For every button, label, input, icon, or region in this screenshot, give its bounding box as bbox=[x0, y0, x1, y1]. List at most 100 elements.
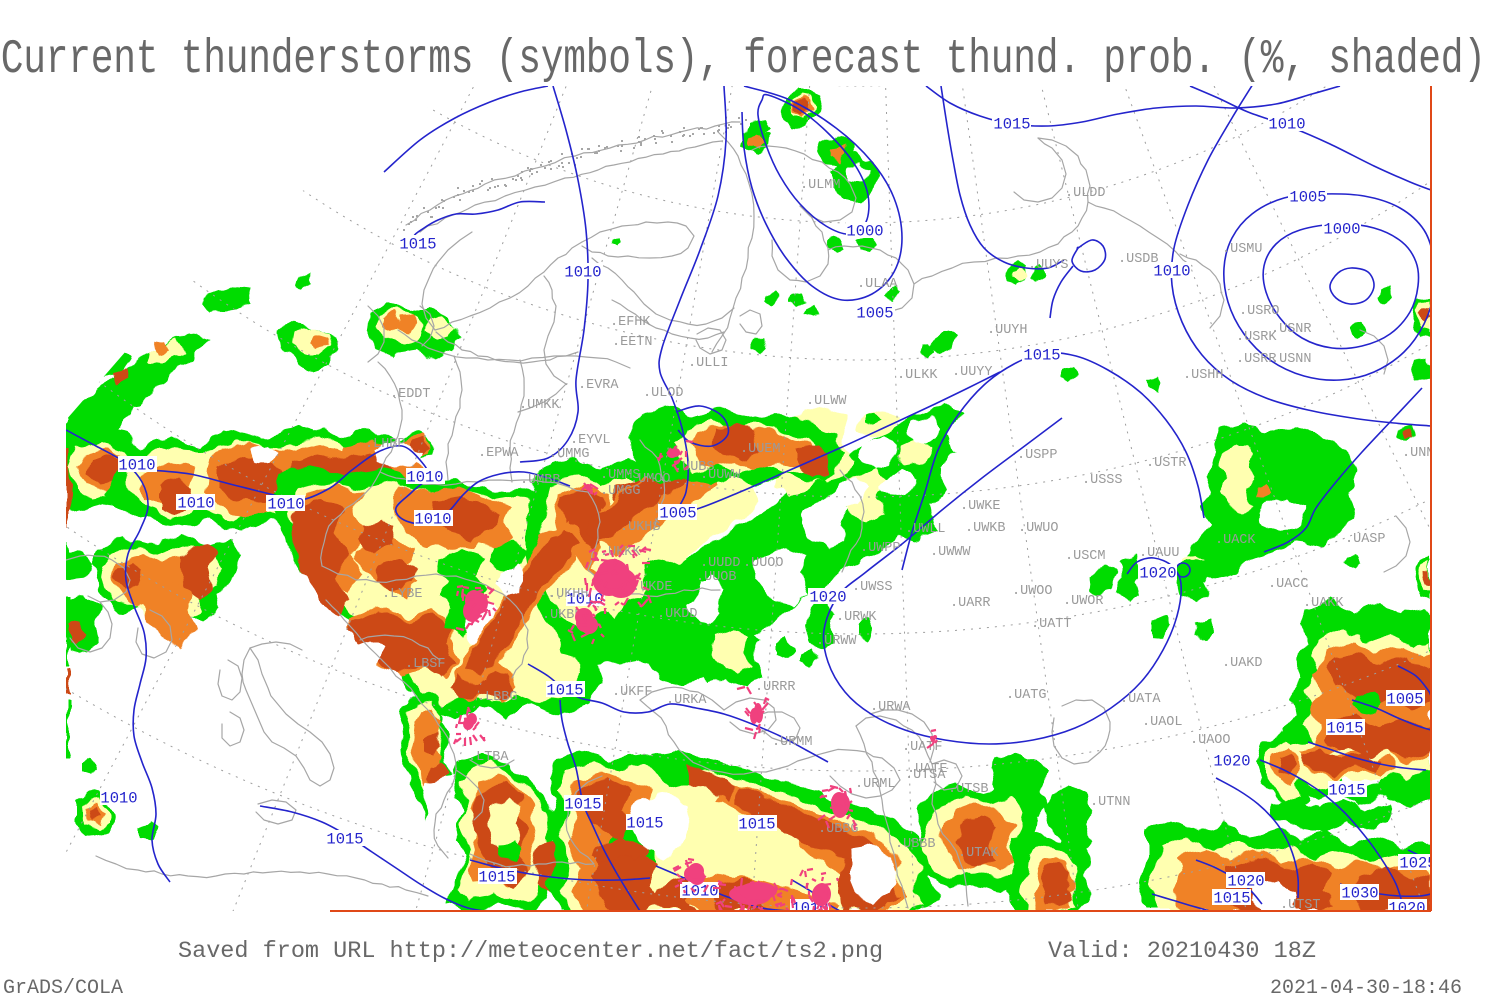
svg-text:.UATT: .UATT bbox=[1031, 617, 1072, 632]
svg-text:1005: 1005 bbox=[1386, 691, 1423, 709]
svg-text:.UKHH: .UKHH bbox=[548, 587, 589, 602]
svg-text:.UMGG: .UMGG bbox=[600, 484, 641, 499]
svg-text:.UAUU: .UAUU bbox=[1139, 546, 1180, 561]
svg-text:.UAOL: .UAOL bbox=[1142, 715, 1183, 730]
svg-text:Saved from URL http://meteocen: Saved from URL http://meteocenter.net/fa… bbox=[178, 938, 883, 965]
svg-text:.UATE: .UATE bbox=[907, 762, 948, 777]
svg-text:.UTAK: .UTAK bbox=[958, 846, 999, 861]
svg-text:1010: 1010 bbox=[100, 790, 137, 808]
svg-text:.ULLI: .ULLI bbox=[688, 356, 729, 371]
svg-text:.USCM: .USCM bbox=[1065, 549, 1106, 564]
svg-text:.EVRA: .EVRA bbox=[578, 378, 619, 393]
svg-text:1010: 1010 bbox=[791, 900, 828, 918]
svg-text:.UAKD: .UAKD bbox=[1222, 656, 1263, 671]
svg-text:.URRR: .URRR bbox=[755, 680, 796, 695]
svg-text:.USRR: .USRR bbox=[1236, 352, 1277, 367]
svg-text:.URMM: .URMM bbox=[772, 735, 813, 750]
svg-text:1015: 1015 bbox=[326, 831, 363, 849]
svg-text:.UASP: .UASP bbox=[1345, 532, 1386, 547]
svg-text:.UTSA: .UTSA bbox=[905, 768, 946, 783]
svg-text:.UMOO: .UMOO bbox=[630, 472, 671, 487]
svg-text:1015: 1015 bbox=[1023, 347, 1060, 365]
svg-text:.EDDT: .EDDT bbox=[390, 387, 431, 402]
svg-text:1010: 1010 bbox=[406, 469, 443, 487]
svg-text:.ULAA: .ULAA bbox=[857, 277, 898, 292]
svg-text:.USDB: .USDB bbox=[1118, 252, 1159, 267]
svg-text:.UWOO: .UWOO bbox=[1012, 584, 1053, 599]
svg-text:.EYVL: .EYVL bbox=[570, 433, 611, 448]
svg-text:.UWPP: .UWPP bbox=[860, 541, 901, 556]
svg-text:.LBSF: .LBSF bbox=[405, 657, 446, 672]
svg-text:.USPP: .USPP bbox=[1017, 448, 1058, 463]
svg-text:.UUYS: .UUYS bbox=[1028, 258, 1069, 273]
svg-text:1000: 1000 bbox=[846, 223, 883, 241]
svg-text:.ULMM: .ULMM bbox=[800, 178, 841, 193]
svg-text:.UUOO: .UUOO bbox=[743, 556, 784, 571]
svg-text:1030: 1030 bbox=[1341, 885, 1378, 903]
svg-text:.UNNT: .UNNT bbox=[1402, 446, 1443, 461]
svg-text:.UMMS: .UMMS bbox=[600, 468, 641, 483]
svg-text:1010: 1010 bbox=[1268, 116, 1305, 134]
svg-text:1010: 1010 bbox=[267, 496, 304, 514]
svg-text:.UATG: .UATG bbox=[1006, 688, 1047, 703]
svg-text:.UMKK: .UMKK bbox=[519, 398, 560, 413]
svg-text:.EPWA: .EPWA bbox=[478, 446, 519, 461]
svg-text:GrADS/COLA: GrADS/COLA bbox=[3, 977, 123, 1000]
svg-text:.UTSB: .UTSB bbox=[948, 782, 989, 797]
svg-text:.UAOO: .UAOO bbox=[1190, 733, 1231, 748]
svg-text:.USHH: .USHH bbox=[1183, 368, 1224, 383]
svg-text:.UKBB: .UKBB bbox=[542, 608, 583, 623]
svg-text:.UARR: .UARR bbox=[950, 596, 991, 611]
svg-text:1020: 1020 bbox=[1139, 565, 1176, 583]
svg-text:.UBBG: .UBBG bbox=[818, 822, 859, 837]
svg-text:1010: 1010 bbox=[414, 511, 451, 529]
svg-text:.ULOD: .ULOD bbox=[643, 386, 684, 401]
svg-text:1025: 1025 bbox=[1399, 855, 1436, 873]
svg-text:.UWSS: .UWSS bbox=[852, 580, 893, 595]
svg-text:.UUOB: .UUOB bbox=[696, 570, 737, 585]
svg-text:.URKA: .URKA bbox=[666, 693, 707, 708]
svg-text:.UWLL: .UWLL bbox=[905, 522, 946, 537]
svg-text:.UKHS: .UKHS bbox=[620, 520, 661, 535]
svg-text:.UKFF: .UKFF bbox=[612, 685, 653, 700]
svg-text:.URWW: .URWW bbox=[816, 634, 857, 649]
svg-text:.LBBG: .LBBG bbox=[477, 690, 518, 705]
svg-text:.UKKK: .UKKK bbox=[600, 545, 641, 560]
svg-text:.URML: .URML bbox=[855, 777, 896, 792]
svg-text:.UWOR: .UWOR bbox=[1063, 594, 1104, 609]
svg-text:.UATA: .UATA bbox=[1120, 692, 1161, 707]
svg-text:1005: 1005 bbox=[659, 505, 696, 523]
svg-text:.UWUO: .UWUO bbox=[1018, 521, 1059, 536]
svg-text:.LTBA: .LTBA bbox=[468, 750, 509, 765]
svg-text:.EFHK: .EFHK bbox=[610, 315, 651, 330]
svg-text:.EETN: .EETN bbox=[612, 335, 653, 350]
svg-text:.UTNN: .UTNN bbox=[1090, 795, 1131, 810]
svg-text:1015: 1015 bbox=[738, 816, 775, 834]
svg-text:.UACK: .UACK bbox=[1215, 533, 1256, 548]
svg-text:.USNR: .USNR bbox=[1271, 322, 1312, 337]
svg-text:1015: 1015 bbox=[626, 815, 663, 833]
svg-text:.UKDD: .UKDD bbox=[657, 607, 698, 622]
svg-text:.USSS: .USSS bbox=[1082, 473, 1123, 488]
svg-text:.USMU: .USMU bbox=[1222, 242, 1263, 257]
svg-text:.UUYY: .UUYY bbox=[952, 365, 993, 380]
svg-text:Current thunderstorms (symbols: Current thunderstorms (symbols), forecas… bbox=[1, 32, 1486, 86]
svg-text:.UUYH: .UUYH bbox=[987, 323, 1028, 338]
svg-text:1020: 1020 bbox=[1227, 873, 1264, 891]
svg-text:Valid: 20210430 18Z: Valid: 20210430 18Z bbox=[1048, 938, 1316, 965]
svg-text:.UUWW: .UUWW bbox=[700, 468, 741, 483]
svg-text:1010: 1010 bbox=[177, 495, 214, 513]
svg-text:.UMMG: .UMMG bbox=[549, 447, 590, 462]
svg-text:.UUEM: .UUEM bbox=[740, 442, 781, 457]
svg-text:1000: 1000 bbox=[1323, 221, 1360, 239]
svg-text:.USRO: .USRO bbox=[1239, 304, 1280, 319]
svg-text:1015: 1015 bbox=[993, 116, 1030, 134]
svg-text:.LHBP: .LHBP bbox=[365, 437, 406, 452]
svg-text:.USRK: .USRK bbox=[1236, 330, 1277, 345]
svg-text:1010: 1010 bbox=[566, 591, 603, 609]
svg-text:1015: 1015 bbox=[564, 796, 601, 814]
svg-text:.UMBB: .UMBB bbox=[520, 473, 561, 488]
svg-text:.ULDD: .ULDD bbox=[1065, 186, 1106, 201]
svg-text:.UACC: .UACC bbox=[1268, 577, 1309, 592]
svg-text:1005: 1005 bbox=[1289, 189, 1326, 207]
